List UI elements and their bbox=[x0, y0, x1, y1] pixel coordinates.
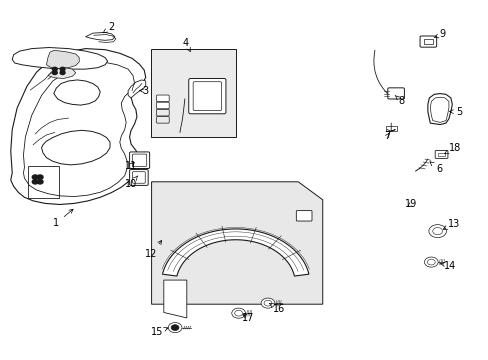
Text: 4: 4 bbox=[183, 38, 190, 51]
Circle shape bbox=[37, 175, 43, 179]
Text: 8: 8 bbox=[394, 95, 403, 106]
Circle shape bbox=[171, 325, 179, 330]
Text: 10: 10 bbox=[124, 176, 138, 189]
Bar bbox=[150, 49, 236, 137]
Circle shape bbox=[52, 67, 57, 71]
Text: 19: 19 bbox=[404, 199, 416, 210]
Circle shape bbox=[264, 300, 271, 306]
Text: 2: 2 bbox=[103, 22, 114, 33]
FancyBboxPatch shape bbox=[129, 152, 149, 168]
Text: 17: 17 bbox=[242, 312, 254, 323]
Text: 1: 1 bbox=[53, 209, 73, 228]
FancyBboxPatch shape bbox=[156, 102, 169, 109]
Bar bbox=[437, 153, 444, 156]
Polygon shape bbox=[162, 229, 308, 276]
Text: 6: 6 bbox=[429, 162, 441, 174]
Circle shape bbox=[60, 67, 65, 71]
Text: 18: 18 bbox=[444, 143, 460, 154]
Circle shape bbox=[60, 71, 65, 75]
Bar bbox=[423, 39, 432, 44]
Polygon shape bbox=[128, 80, 145, 98]
Circle shape bbox=[231, 308, 245, 318]
Text: 11: 11 bbox=[124, 161, 137, 171]
Circle shape bbox=[52, 71, 57, 75]
Text: 7: 7 bbox=[384, 131, 389, 141]
Text: 15: 15 bbox=[151, 327, 168, 337]
Polygon shape bbox=[427, 94, 451, 125]
Circle shape bbox=[37, 180, 43, 184]
Polygon shape bbox=[11, 49, 145, 204]
Circle shape bbox=[261, 298, 274, 308]
FancyBboxPatch shape bbox=[434, 150, 447, 158]
Text: 9: 9 bbox=[433, 29, 445, 39]
FancyBboxPatch shape bbox=[156, 95, 169, 102]
Bar bbox=[28, 166, 59, 198]
Circle shape bbox=[32, 175, 38, 179]
Polygon shape bbox=[151, 182, 322, 304]
FancyBboxPatch shape bbox=[129, 170, 148, 185]
Bar bbox=[386, 126, 396, 131]
Text: 12: 12 bbox=[145, 240, 162, 259]
Circle shape bbox=[32, 180, 38, 184]
Text: 13: 13 bbox=[442, 219, 459, 229]
Polygon shape bbox=[163, 280, 186, 318]
FancyBboxPatch shape bbox=[188, 78, 225, 114]
Text: 14: 14 bbox=[440, 261, 455, 271]
Polygon shape bbox=[85, 32, 115, 40]
FancyBboxPatch shape bbox=[419, 36, 436, 47]
Text: 16: 16 bbox=[269, 303, 285, 314]
Polygon shape bbox=[48, 68, 76, 78]
Text: 5: 5 bbox=[448, 107, 462, 117]
Circle shape bbox=[424, 257, 437, 267]
Polygon shape bbox=[12, 48, 107, 69]
Circle shape bbox=[428, 225, 446, 238]
Text: 3: 3 bbox=[140, 86, 148, 96]
Circle shape bbox=[234, 310, 242, 316]
Polygon shape bbox=[46, 50, 79, 68]
Polygon shape bbox=[41, 130, 110, 165]
Polygon shape bbox=[54, 80, 100, 105]
Circle shape bbox=[168, 323, 182, 333]
FancyBboxPatch shape bbox=[387, 88, 404, 99]
FancyBboxPatch shape bbox=[296, 211, 311, 221]
Circle shape bbox=[427, 259, 434, 265]
